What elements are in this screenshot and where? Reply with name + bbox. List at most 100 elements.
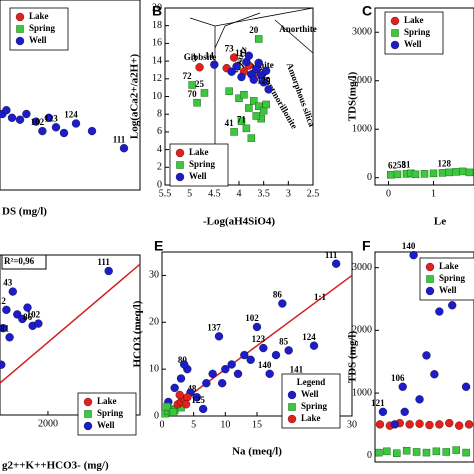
- point: [387, 171, 395, 179]
- legend-marker: [287, 414, 297, 424]
- x-tick-label: 4: [237, 188, 242, 199]
- point: [246, 355, 255, 364]
- x-axis-label: g2++K++HCO3- (mg/): [2, 460, 109, 472]
- point: [22, 109, 31, 119]
- point-label: 31: [402, 159, 412, 169]
- point: [237, 72, 246, 82]
- x-tick-label: 5: [187, 188, 192, 199]
- point: [202, 379, 211, 388]
- point: [454, 421, 464, 430]
- point: [411, 170, 420, 179]
- legend-label: Spring: [189, 159, 216, 169]
- point: [230, 128, 238, 136]
- point: [309, 341, 319, 350]
- point-label: 111: [325, 250, 338, 260]
- point-label: 62: [388, 160, 398, 170]
- point-label: 121: [371, 398, 385, 408]
- point: [445, 168, 453, 177]
- panel-letter: C: [362, 3, 372, 19]
- point: [31, 117, 41, 126]
- point-label: 70: [188, 89, 198, 99]
- legend-label: Lake: [29, 11, 49, 21]
- x-axis-label: Le: [434, 216, 446, 228]
- y-tick-label: 10: [149, 363, 159, 374]
- y-tick-label: 1000: [352, 124, 372, 135]
- legend-marker: [175, 148, 185, 158]
- y-tick-label: 6: [157, 126, 162, 137]
- point: [448, 301, 457, 310]
- legend-marker: [391, 29, 399, 37]
- legend-marker: [288, 403, 296, 411]
- y-axis-label: TDS(mg/l): [347, 71, 359, 121]
- point: [188, 81, 196, 89]
- point: [459, 167, 467, 176]
- x-axis-label: DS (mg/l): [2, 206, 47, 218]
- plot-frame: [374, 7, 474, 186]
- legend-marker: [16, 25, 24, 33]
- point: [415, 395, 424, 404]
- point: [227, 67, 236, 76]
- point: [2, 106, 11, 115]
- point-label: 137: [207, 322, 221, 332]
- point: [244, 51, 254, 60]
- point: [176, 374, 186, 383]
- point: [254, 58, 263, 68]
- x-tick-label: 2.5: [307, 188, 320, 199]
- point: [425, 420, 434, 430]
- point: [430, 370, 439, 379]
- point: [192, 393, 201, 402]
- point-label: 14: [205, 51, 215, 61]
- panel-letter: F: [362, 238, 371, 254]
- legend-label: Spring: [29, 23, 56, 33]
- y-tick-label: 3000: [352, 27, 372, 38]
- point: [409, 250, 418, 260]
- legend-marker: [15, 12, 25, 22]
- point-label: 124: [302, 332, 316, 342]
- plot-frame: [0, 0, 141, 191]
- y-tick-label: 18: [152, 20, 162, 31]
- y-axis-label: Log(aCa2+/a2H+): [129, 54, 141, 140]
- legend-label: Spring: [439, 273, 466, 283]
- point-label: 00: [0, 351, 1, 361]
- point: [38, 126, 47, 136]
- x-tick-label: 3.5: [257, 188, 270, 199]
- y-tick-label: 3000: [352, 262, 372, 273]
- point-label: 128: [438, 158, 452, 168]
- point-label: 73: [225, 44, 235, 54]
- point-label: 102: [31, 117, 45, 127]
- point: [375, 448, 383, 457]
- point: [252, 322, 262, 332]
- y-tick-label: 20: [149, 317, 159, 328]
- legend-label: Well: [439, 285, 457, 295]
- point: [452, 168, 460, 176]
- point-label: 141: [290, 365, 304, 375]
- legend-title: Legend: [297, 377, 326, 387]
- point: [200, 89, 209, 97]
- point: [0, 323, 8, 333]
- point: [232, 62, 241, 71]
- point: [242, 124, 251, 133]
- point: [284, 346, 293, 355]
- point: [259, 78, 268, 87]
- y-tick-label: 1000: [352, 387, 372, 398]
- point-label: 25: [195, 79, 205, 89]
- point-label: 106: [391, 373, 405, 383]
- point: [71, 119, 81, 128]
- y-tick-label: 4: [157, 144, 162, 155]
- y-tick-label: 2: [157, 162, 162, 173]
- point: [252, 112, 261, 120]
- x-tick-label: 0: [160, 419, 165, 430]
- annotation-box: [1, 254, 47, 270]
- x-tick-label: 5.5: [159, 188, 172, 199]
- legend-marker: [15, 36, 25, 46]
- field-boundary: [214, 7, 314, 27]
- x-tick-label: 4.5: [208, 188, 221, 199]
- point: [412, 448, 421, 456]
- point: [193, 98, 201, 107]
- legend-label: Lake: [97, 396, 117, 406]
- point: [13, 310, 22, 319]
- point: [438, 169, 447, 177]
- point: [452, 446, 460, 454]
- point: [199, 404, 208, 414]
- point: [254, 102, 263, 110]
